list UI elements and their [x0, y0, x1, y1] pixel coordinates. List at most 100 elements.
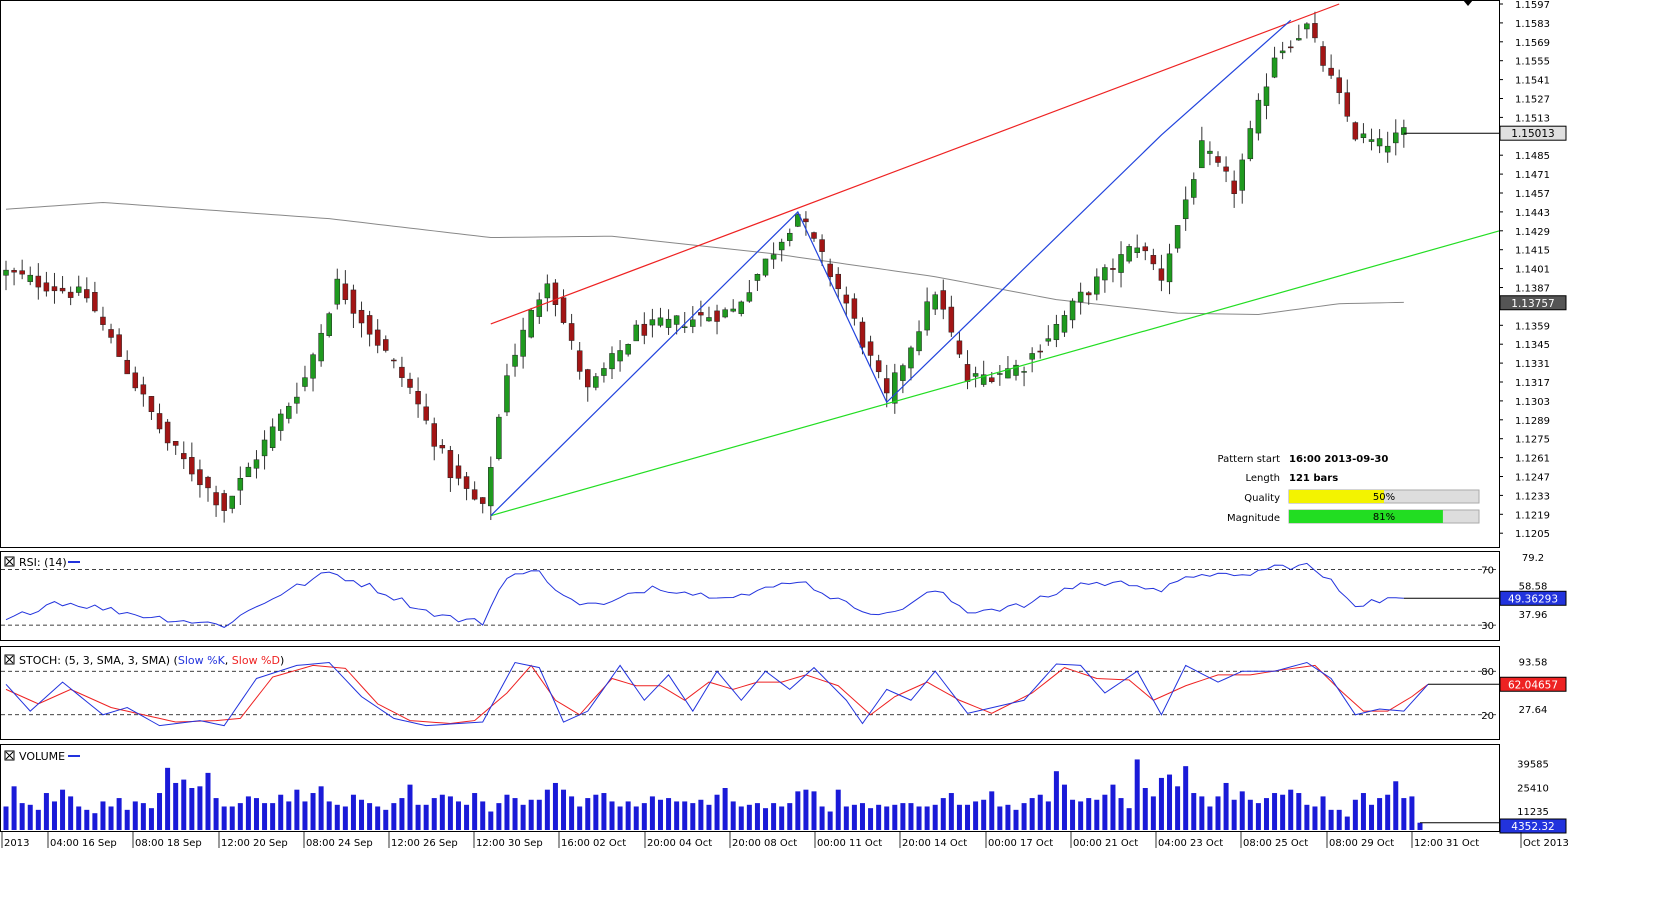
stoch-tick-label: 93.58: [1519, 657, 1548, 668]
candle-body: [1005, 368, 1011, 379]
candle: [867, 335, 874, 368]
volume-bar: [1320, 796, 1326, 830]
candle-body: [504, 375, 510, 413]
volume-bar: [948, 793, 954, 830]
candle: [415, 377, 421, 418]
candle-body: [342, 283, 349, 300]
candle-body: [528, 309, 534, 338]
candle-body: [189, 457, 195, 475]
candle-body: [350, 289, 357, 314]
candle: [681, 311, 688, 333]
volume-bar: [973, 801, 979, 830]
candle: [787, 228, 793, 247]
volume-bar: [359, 799, 365, 830]
candle: [1037, 344, 1043, 359]
volume-bar: [92, 813, 98, 830]
volume-panel-frame: [0, 744, 1500, 832]
volume-bar: [294, 789, 300, 830]
candle: [172, 441, 179, 455]
candle: [479, 497, 486, 514]
volume-bar: [1086, 798, 1092, 830]
candle-body: [601, 368, 607, 376]
stoch-level-label: 20: [1481, 711, 1494, 722]
candle-body: [1352, 122, 1359, 140]
candle-body: [1029, 353, 1035, 360]
candle-body: [811, 232, 817, 239]
candle-body: [463, 476, 470, 489]
volume-bar: [851, 804, 857, 830]
volume-bar: [326, 801, 332, 830]
candle: [1029, 347, 1035, 373]
candle: [1263, 73, 1270, 120]
candle: [657, 307, 664, 328]
candle-body: [1077, 291, 1084, 303]
price-tick-label: 1.1345: [1515, 340, 1550, 351]
stoch-title-text: STOCH: (5, 3, SMA, 3, SMA) (Slow %K, Slo…: [19, 654, 284, 667]
volume-bar: [730, 801, 736, 830]
candle: [423, 393, 429, 425]
volume-bar: [1167, 774, 1173, 830]
rsi-title[interactable]: RSI: (14): [4, 556, 80, 569]
candle-body: [1061, 315, 1068, 333]
candle: [1191, 172, 1197, 205]
candle: [997, 364, 1003, 386]
volume-bar: [181, 779, 187, 830]
volume-bar: [528, 799, 534, 830]
candle: [1182, 186, 1189, 231]
volume-bar: [1175, 786, 1181, 830]
scroll-marker-icon[interactable]: [1463, 0, 1473, 6]
candle-body: [1134, 247, 1140, 253]
candle: [156, 403, 163, 434]
candle: [496, 414, 502, 461]
candle: [851, 293, 858, 326]
volume-bar: [1191, 793, 1197, 830]
volume-bar: [278, 794, 284, 830]
volume-bar: [884, 806, 890, 830]
candle: [213, 485, 219, 517]
volume-title[interactable]: VOLUME: [4, 750, 80, 763]
candle-body: [649, 319, 656, 326]
price-tick-label: 1.1303: [1515, 397, 1550, 408]
candle-body: [27, 274, 33, 282]
stoch-series: 80 20: [1, 661, 1499, 727]
volume-bar: [334, 804, 340, 830]
candle-body: [1312, 23, 1318, 39]
candle: [1174, 225, 1181, 253]
volume-bar: [666, 798, 672, 830]
candle-body: [1296, 38, 1302, 41]
candle-body: [471, 489, 478, 500]
candle: [261, 430, 268, 470]
candle: [1053, 314, 1060, 348]
candle: [205, 475, 211, 502]
candle-body: [778, 241, 785, 251]
candle-body: [310, 354, 316, 379]
candle-body: [140, 384, 147, 395]
candle: [1199, 126, 1205, 169]
volume-bar: [1239, 791, 1245, 830]
time-tick-label: 2013: [4, 838, 29, 849]
volume-bar: [439, 794, 445, 830]
price-tick-label: 1.1359: [1515, 321, 1550, 332]
volume-bar: [1078, 801, 1084, 830]
volume-bar: [84, 809, 90, 830]
stoch-title[interactable]: STOCH: (5, 3, SMA, 3, SMA) (Slow %K, Slo…: [4, 654, 284, 667]
price-tick-label: 1.1317: [1515, 378, 1550, 389]
candle-body: [1199, 140, 1205, 169]
candle-body: [730, 308, 736, 312]
candle-body: [1158, 268, 1165, 281]
volume-bar: [771, 803, 777, 830]
volume-bar: [674, 801, 680, 830]
candle: [1102, 264, 1108, 293]
candle-body: [205, 476, 211, 489]
candle-body: [916, 331, 922, 352]
candle: [512, 343, 518, 377]
candle-body: [883, 378, 890, 394]
candle: [1336, 69, 1342, 105]
volume-bar: [472, 793, 478, 830]
ma-price-tag: 1.13757: [1511, 298, 1554, 310]
candle: [164, 419, 171, 451]
candle: [3, 260, 9, 291]
candle-body: [108, 329, 114, 338]
